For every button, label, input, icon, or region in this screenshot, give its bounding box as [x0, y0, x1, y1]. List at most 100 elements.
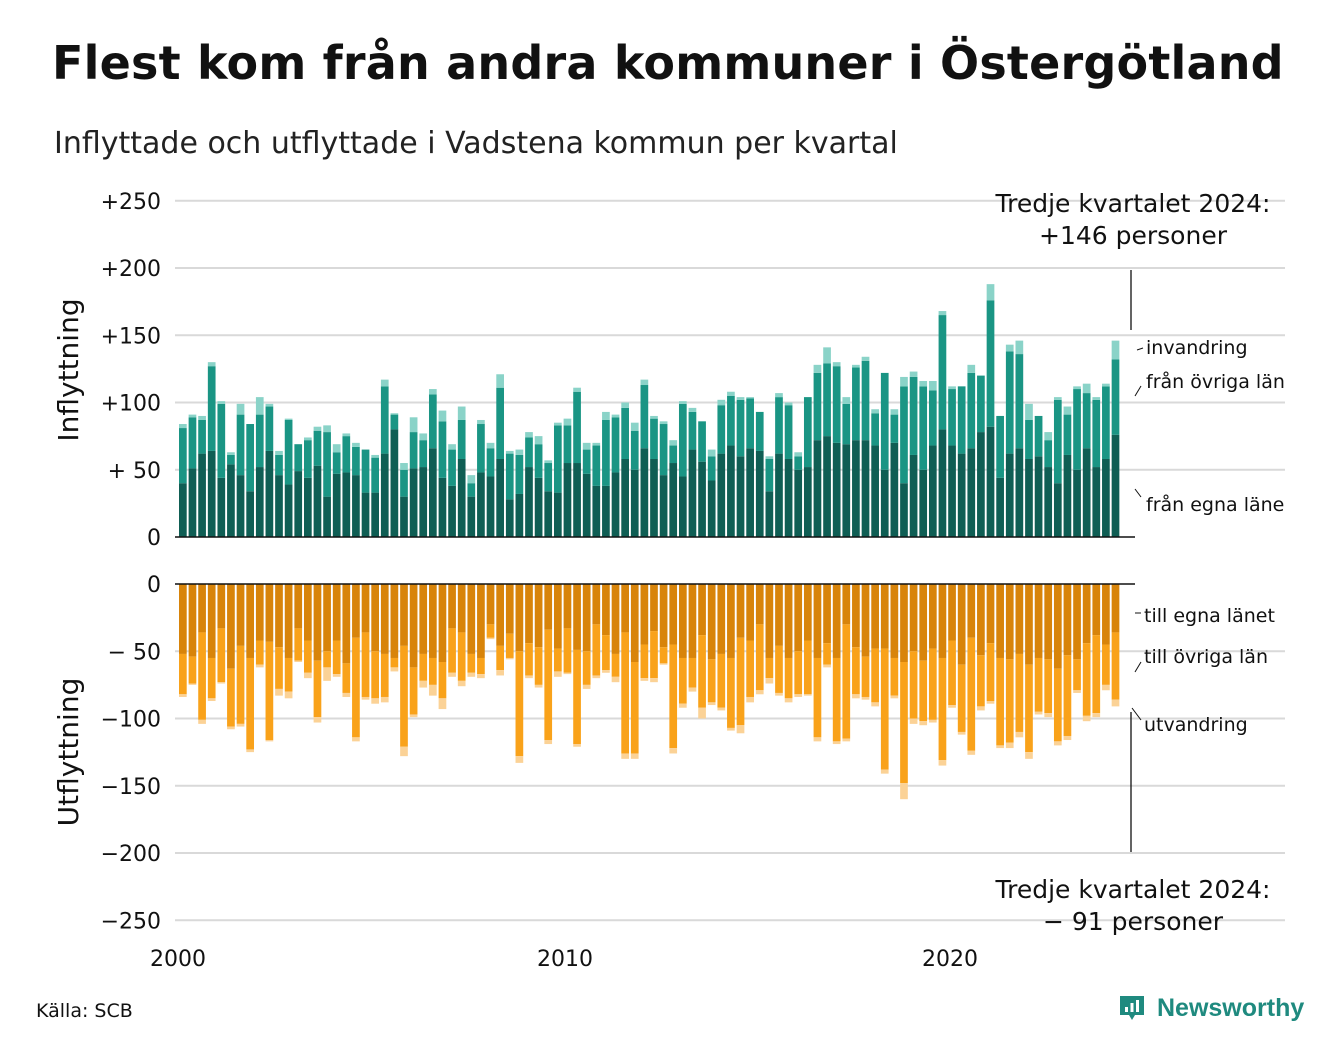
bar-inflow-own [727, 445, 735, 537]
bar-outflow-emigration [698, 707, 706, 719]
bar-outflow-emigration [890, 695, 899, 699]
bar-inflow-own [179, 483, 187, 537]
bar-inflow-immigration [727, 391, 735, 396]
annotation-inflow-line1: Tredje kvartalet 2024: [995, 189, 1271, 218]
bar-inflow-other [640, 385, 649, 449]
bar-inflow-immigration [909, 371, 918, 377]
bar-inflow-other [938, 315, 947, 430]
bar-inflow-other [890, 414, 899, 443]
bar-outflow-other [928, 648, 937, 720]
y-tick-label: 0 [147, 573, 161, 598]
bar-inflow-other [900, 386, 908, 484]
bar-outflow-own [534, 584, 543, 648]
bar-outflow-other [1053, 668, 1062, 742]
bar-inflow-immigration [592, 442, 601, 446]
bar-inflow-other [236, 414, 245, 476]
bar-outflow-other [255, 640, 264, 665]
bar-outflow-other [400, 645, 408, 747]
y-tick-label: +150 [101, 324, 161, 349]
bar-outflow-own [1005, 584, 1014, 660]
bar-outflow-other [496, 645, 504, 671]
bar-outflow-other [938, 657, 947, 761]
series-label-invandring: invandring [1146, 337, 1248, 359]
bar-inflow-own [784, 458, 793, 537]
bar-outflow-emigration [477, 674, 485, 679]
bar-inflow-other [505, 453, 514, 500]
bar-outflow-own [563, 584, 572, 629]
bar-inflow-own [525, 467, 533, 537]
bar-outflow-other [842, 624, 851, 739]
bar-outflow-own [361, 584, 370, 633]
bar-outflow-other [323, 651, 331, 668]
bar-inflow-immigration [188, 414, 197, 418]
bar-outflow-emigration [1092, 713, 1101, 718]
bar-inflow-immigration [265, 403, 274, 407]
bar-inflow-immigration [640, 379, 649, 386]
bar-outflow-emigration [409, 714, 418, 718]
bar-outflow-emigration [486, 637, 495, 640]
bar-inflow-other [880, 372, 889, 470]
bar-outflow-emigration [255, 664, 264, 668]
bar-outflow-own [303, 584, 312, 641]
bar-inflow-other [948, 389, 956, 446]
bar-inflow-own [361, 492, 370, 537]
bar-inflow-other [332, 452, 341, 474]
bar-inflow-own [553, 492, 562, 537]
bar-inflow-immigration [505, 450, 514, 454]
bar-outflow-own [659, 584, 668, 648]
bar-inflow-own [957, 453, 966, 537]
bar-inflow-other [477, 424, 485, 473]
bar-inflow-immigration [179, 424, 187, 429]
bar-outflow-emigration [428, 684, 437, 696]
bar-inflow-own [621, 458, 629, 537]
bar-outflow-emigration [650, 678, 658, 683]
bar-outflow-own [1025, 584, 1033, 665]
bar-outflow-other [448, 628, 456, 673]
bar-inflow-own [967, 448, 976, 537]
bar-inflow-immigration [515, 449, 524, 455]
bar-outflow-emigration [217, 682, 226, 684]
bar-inflow-own [977, 432, 985, 537]
bar-outflow-own [746, 584, 754, 641]
bar-inflow-other [217, 403, 226, 478]
bar-outflow-emigration [246, 749, 255, 753]
bar-outflow-own [794, 584, 803, 652]
bar-inflow-immigration [1053, 397, 1062, 400]
bar-outflow-emigration [188, 683, 197, 685]
bar-outflow-emigration [294, 660, 303, 663]
bar-inflow-immigration [573, 387, 581, 392]
bar-outflow-emigration [361, 696, 370, 700]
bar-outflow-other [1044, 659, 1053, 714]
bar-inflow-immigration [794, 452, 803, 457]
bar-inflow-immigration [813, 364, 822, 373]
bar-outflow-own [1015, 584, 1024, 654]
annotation-outflow-line1: Tredje kvartalet 2024: [995, 875, 1271, 904]
bar-inflow-own [371, 492, 379, 537]
y-tick-label: −100 [101, 708, 161, 733]
bar-outflow-other [1082, 643, 1091, 716]
bar-inflow-own [207, 450, 216, 537]
bar-inflow-own [871, 445, 879, 537]
bar-inflow-immigration [525, 432, 533, 438]
bar-inflow-other [409, 432, 418, 469]
bar-inflow-own [1111, 434, 1120, 537]
bar-outflow-emigration [563, 672, 572, 675]
bar-outflow-other [784, 657, 793, 699]
bar-inflow-other [650, 418, 658, 459]
bar-inflow-immigration [323, 425, 331, 433]
bar-inflow-own [457, 458, 466, 537]
bar-outflow-own [582, 584, 591, 652]
bar-outflow-own [457, 584, 466, 633]
bar-outflow-other [630, 662, 639, 754]
bar-outflow-other [948, 640, 956, 706]
bar-outflow-own [525, 584, 533, 644]
bar-inflow-other [448, 449, 456, 486]
bar-inflow-own [486, 476, 495, 537]
bar-inflow-other [630, 430, 639, 470]
bar-inflow-own [611, 472, 620, 537]
bar-inflow-immigration [832, 362, 841, 367]
bar-outflow-other [736, 637, 745, 726]
bar-outflow-emigration [717, 707, 726, 711]
bar-outflow-emigration [784, 698, 793, 703]
newsworthy-logo-icon [1120, 996, 1144, 1020]
